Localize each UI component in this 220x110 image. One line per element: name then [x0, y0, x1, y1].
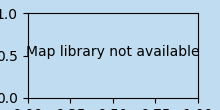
Text: Map library not available: Map library not available [26, 45, 200, 59]
